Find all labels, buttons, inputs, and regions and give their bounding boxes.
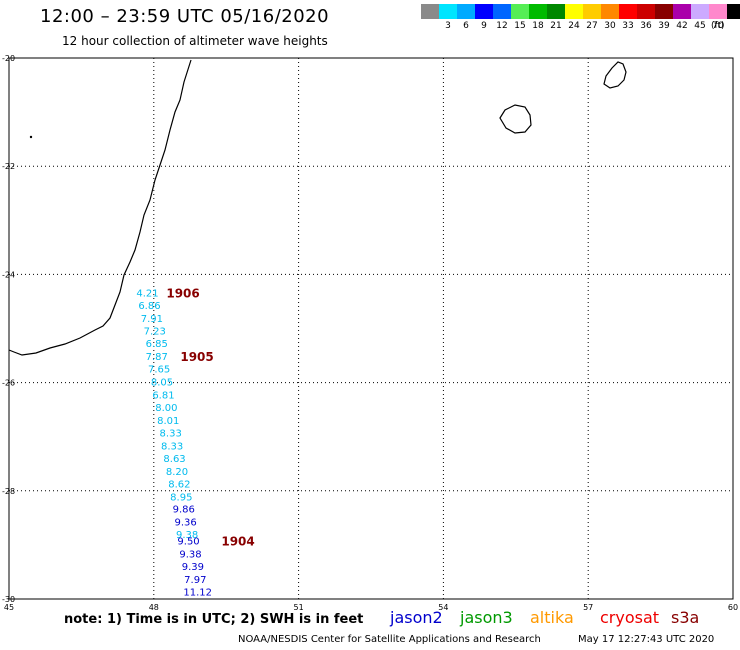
legend-swatch [727,4,740,19]
legend-swatch [511,4,529,19]
legend-swatch [547,4,565,19]
swh-value-label: 8.62 [168,479,190,490]
satellite-altika: altika [530,608,574,627]
satellite-s3a: s3a [671,608,700,627]
swh-value-label: 8.33 [161,441,183,452]
longitude-tick-label: 45 [4,603,14,612]
pass-time-label: 1906 [166,286,199,300]
longitude-tick-label: 54 [438,603,448,612]
map-frame [8,57,734,600]
swh-value-label: 8.33 [160,428,182,439]
pass-time-label: 1904 [221,535,254,549]
pass-time-label: 1905 [180,350,213,364]
legend-label: 9 [481,21,487,31]
legend-label: 45 [694,21,706,31]
swh-value-label: 9.38 [176,530,198,541]
swh-value-label: 8.95 [170,492,192,503]
legend-swatch [439,4,457,19]
legend-label: 3 [445,21,451,31]
legend-label: 21 [550,21,562,31]
longitude-tick-label: 60 [728,603,738,612]
swh-value-label: 8.20 [166,467,188,478]
swh-value-label: 8.05 [151,378,173,389]
legend-swatch [475,4,493,19]
legend-label: 15 [514,21,526,31]
swh-value-label: 9.50 [177,537,199,548]
latitude-tick-label: -30 [2,595,15,604]
swh-value-label: 8.63 [163,454,185,465]
generation-timestamp: May 17 12:27:43 UTC 2020 [578,634,715,645]
legend-label: 42 [676,21,688,31]
swh-value-label: 6.86 [138,301,160,312]
legend-label: 27 [586,21,598,31]
map-subtitle: 12 hour collection of altimeter wave hei… [62,34,328,48]
legend-label: 24 [568,21,580,31]
swh-value-label: 9.39 [182,562,204,573]
legend-swatch [529,4,547,19]
map-title: 12:00 – 23:59 UTC 05/16/2020 [40,6,330,27]
satellite-jason2: jason2 [390,608,443,627]
legend-swatch [637,4,655,19]
madagascar-coastline [8,59,192,356]
swh-value-label: 7.23 [144,327,166,338]
legend-swatch [655,4,673,19]
legend-swatch [457,4,475,19]
reunion-island [499,104,532,134]
satellite-cryosat: cryosat [600,608,660,627]
legend-swatch [673,4,691,19]
legend-label: 36 [640,21,652,31]
longitude-tick-label: 51 [294,603,304,612]
swh-value-label: 11.12 [183,588,212,599]
swh-value-label: 9.36 [175,518,197,529]
longitude-tick-label: 57 [583,603,593,612]
swh-value-label: 7.91 [141,314,163,325]
swh-value-label: 4.21 [136,288,158,299]
legend-swatch [709,4,727,19]
latitude-tick-label: -24 [2,270,15,279]
legend-swatch [493,4,511,19]
latitude-tick-label: -20 [2,54,15,63]
swh-value-label: 6.85 [146,339,168,350]
legend-label: 12 [496,21,508,31]
swh-value-label: 7.97 [184,575,206,586]
legend-swatch [421,4,439,19]
longitude-tick-label: 48 [149,603,159,612]
latitude-tick-label: -22 [2,162,15,171]
legend-label: 30 [604,21,616,31]
latitude-tick-label: -28 [2,487,15,496]
legend-spacer [421,21,439,31]
footer-note: note: 1) Time is in UTC; 2) SWH is in fe… [64,612,364,627]
legend-label: 33 [622,21,634,31]
mauritius-island [603,61,627,89]
swh-value-label: 9.86 [173,505,195,516]
legend-unit: (ft) [711,21,725,31]
legend-swatch [601,4,619,19]
latitude-tick-label: -26 [2,379,15,388]
small-island [29,135,33,139]
legend-swatch [619,4,637,19]
color-legend [421,4,740,19]
legend-label: 39 [658,21,670,31]
legend-swatch [583,4,601,19]
swh-value-label: 9.38 [179,550,201,561]
legend-swatch [691,4,709,19]
swh-value-label: 7.65 [148,365,170,376]
legend-swatch [565,4,583,19]
satellite-jason3: jason3 [460,608,513,627]
swh-value-label: 7.87 [146,352,168,363]
credit-line: NOAA/NESDIS Center for Satellite Applica… [238,634,541,645]
color-legend-labels: 3 6 9 12 15 18 21 24 27 30 33 36 39 42 45 70 [421,21,727,31]
swh-value-label: 6.81 [152,391,174,402]
legend-label: 70 [712,21,724,31]
legend-label: 6 [463,21,469,31]
legend-label: 18 [532,21,544,31]
swh-value-label: 8.00 [155,403,177,414]
swh-value-label: 8.01 [157,416,179,427]
